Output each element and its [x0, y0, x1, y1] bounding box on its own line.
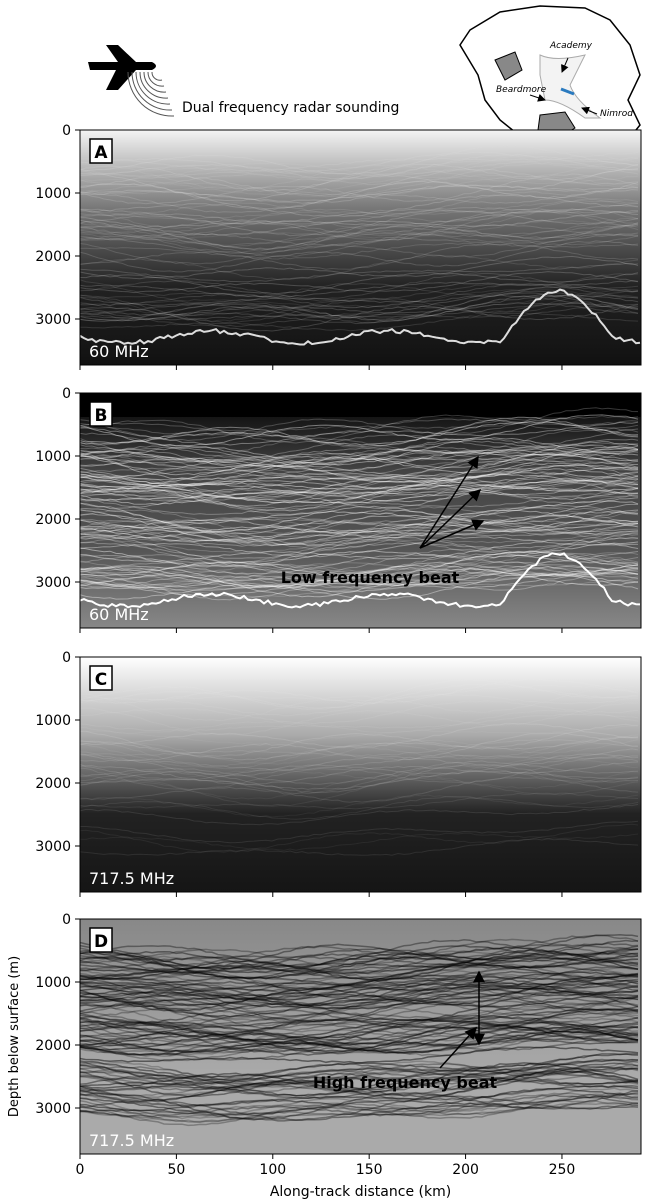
bed-reflection	[80, 552, 641, 609]
bed-reflection	[80, 288, 641, 346]
panel-label: B	[95, 406, 108, 426]
y-tick-label: 1000	[35, 713, 71, 729]
x-tick-label: 50	[167, 1162, 185, 1178]
x-tick-label: 100	[259, 1162, 286, 1178]
panel-frame	[79, 656, 642, 893]
radargram-background	[80, 657, 641, 892]
callout: High frequency beat	[313, 1073, 498, 1092]
radargram-texture	[80, 393, 641, 609]
y-tick-label: 2000	[35, 512, 71, 528]
panel-label: A	[94, 143, 108, 163]
title: Dual frequency radar sounding	[182, 100, 399, 116]
map-label: Beardmore	[496, 85, 547, 95]
panel: 0 1000 2000 3000 A 60 MHz	[35, 123, 642, 370]
y-tick-label: 2000	[35, 776, 71, 792]
frequency-label: 717.5 MHz	[89, 1131, 174, 1150]
panel-frame	[79, 392, 642, 629]
y-tick-label: 3000	[35, 575, 71, 591]
panel-label-box	[89, 665, 113, 691]
y-tick-label: 2000	[35, 1038, 71, 1054]
x-tick-label: 0	[76, 1162, 85, 1178]
y-tick-label: 0	[62, 650, 71, 666]
panel-label-box	[89, 138, 113, 164]
panel-frame	[79, 129, 642, 366]
x-axis-label: Along-track distance (km)	[270, 1184, 451, 1200]
panel-frame	[79, 918, 642, 1155]
radargram-background	[80, 130, 641, 365]
y-tick-label: 0	[62, 123, 71, 139]
surface-band	[80, 393, 641, 417]
airplane-icon	[88, 45, 175, 117]
panel: 0 1000 2000 3000 C 717.5 MHz	[35, 650, 642, 897]
radargram-texture	[80, 934, 639, 1127]
panel-label-box	[89, 401, 113, 427]
y-tick-label: 1000	[35, 186, 71, 202]
y-tick-label: 3000	[35, 1101, 71, 1117]
y-tick-label: 0	[62, 386, 71, 402]
y-axis-label: Depth below surface (m)	[7, 956, 22, 1117]
y-tick-label: 2000	[35, 249, 71, 265]
callout-arrow	[419, 488, 482, 549]
y-tick-label: 1000	[35, 975, 71, 991]
panel-label: D	[94, 932, 108, 952]
x-tick-label: 250	[549, 1162, 576, 1178]
radargram-background	[80, 919, 641, 1154]
panel: 0 1000 2000 3000 B 60 MHz Low frequency beat	[35, 386, 642, 633]
map-label: Nimrod	[600, 109, 633, 119]
callout-arrow	[419, 455, 479, 549]
map-label: Academy	[549, 41, 593, 51]
frequency-label: 60 MHz	[89, 342, 149, 361]
frequency-label: 60 MHz	[89, 605, 149, 624]
x-tick-label: 150	[356, 1162, 383, 1178]
y-tick-label: 3000	[35, 312, 71, 328]
x-tick-label: 200	[452, 1162, 479, 1178]
callout-arrow	[439, 1026, 478, 1069]
map-inset	[459, 5, 641, 169]
y-tick-label: 3000	[35, 839, 71, 855]
panel-label-box	[89, 927, 113, 953]
callout-arrow	[419, 519, 485, 549]
frequency-label: 717.5 MHz	[89, 869, 174, 888]
panel-label: C	[95, 670, 107, 690]
radargram-background	[80, 393, 641, 628]
y-tick-label: 1000	[35, 449, 71, 465]
radargram-texture	[80, 678, 639, 856]
callout: Low frequency beat	[281, 568, 460, 587]
y-tick-label: 0	[62, 912, 71, 928]
panel: 0 1000 2000 3000 0 50 100 150 200 250 D 717.5 MHz Hi…	[35, 912, 642, 1178]
radargram-texture	[80, 145, 641, 346]
